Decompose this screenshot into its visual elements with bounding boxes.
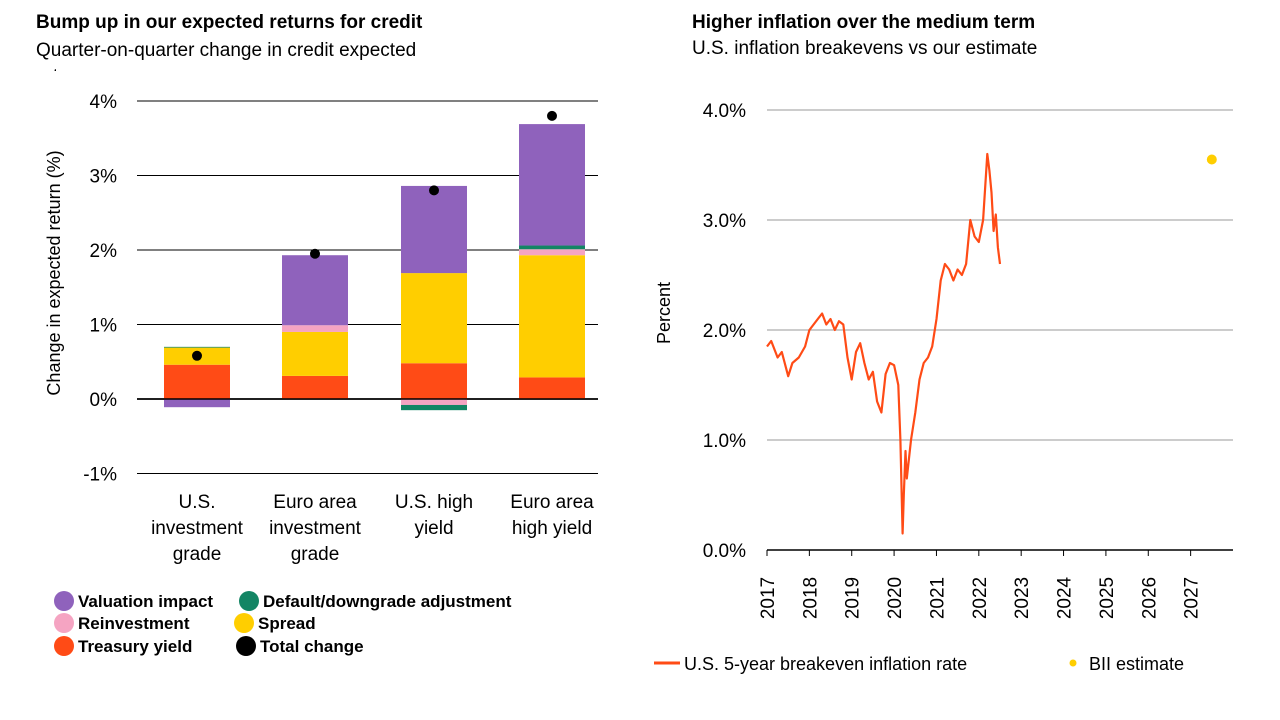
right-x-tick-label: 2025: [1097, 577, 1118, 619]
y-axis-title: Change in expected return (%): [44, 150, 64, 395]
legend-label-reinvestment: Reinvestment: [78, 614, 190, 633]
bar-segment-valuation: [164, 399, 230, 408]
bar-segment-default: [401, 404, 467, 411]
right-y-tick-label: 3.0%: [703, 211, 746, 232]
left-chart-title: Bump up in our expected returns for cred…: [36, 12, 423, 33]
total-change-dot: [429, 185, 439, 196]
legend-label-treasury: Treasury yield: [78, 637, 192, 656]
legend-label-breakeven: U.S. 5-year breakeven inflation rate: [684, 654, 967, 674]
breakeven-line: [766, 152, 1002, 535]
right-x-tick-label: 2023: [1012, 577, 1033, 619]
right-x-tick-label: 2018: [800, 577, 821, 619]
y-tick-label: -1%: [83, 465, 117, 486]
y-tick-label: 1%: [90, 316, 118, 337]
left-chart-subtitle: Quarter-on-quarter change in credit expe…: [36, 40, 417, 71]
legend-marker-bii: [1069, 659, 1077, 667]
x-category-label: U.S. high: [395, 492, 473, 513]
bar-segment-spread: [401, 273, 467, 364]
legend-marker-valuation: [54, 591, 74, 611]
y-tick-label: 4%: [90, 92, 118, 113]
legend-label-valuation: Valuation impact: [78, 592, 213, 611]
right-x-tick-label: 2017: [758, 577, 779, 619]
right-x-tick-label: 2021: [927, 577, 948, 619]
y-tick-label: 2%: [90, 241, 118, 262]
legend-label-spread: Spread: [258, 614, 316, 633]
right-y-tick-label: 2.0%: [703, 321, 746, 342]
right-chart-title: Higher inflation over the medium term: [692, 12, 1036, 33]
y-tick-label: 0%: [90, 390, 118, 411]
right-y-tick-label: 4.0%: [703, 101, 746, 122]
bii-estimate-dot: [1206, 154, 1217, 165]
bar-segment-reinvestment: [282, 325, 348, 332]
right-y-tick-label: 1.0%: [703, 431, 746, 452]
legend-marker-treasury: [54, 636, 74, 656]
total-change-dot: [310, 248, 320, 259]
bar-segment-default: [519, 245, 585, 250]
right-chart-subtitle: U.S. inflation breakevens vs our estimat…: [692, 38, 1038, 59]
right-x-tick-label: 2027: [1182, 577, 1203, 619]
legend-marker-spread: [234, 613, 254, 633]
bar-segment-reinvestment: [519, 249, 585, 256]
right-x-tick-label: 2026: [1139, 577, 1160, 619]
right-y-tick-label: 0.0%: [703, 541, 746, 562]
legend-marker-reinvestment: [54, 613, 74, 633]
x-category-label: investment: [269, 518, 362, 539]
bar-segment-valuation: [282, 255, 348, 326]
right-x-tick-label: 2019: [843, 577, 864, 619]
bar-segment-valuation: [519, 124, 585, 246]
x-category-label: Euro area: [273, 492, 357, 513]
legend-label-total: Total change: [260, 637, 364, 656]
bar-segment-treasury: [282, 375, 348, 399]
total-change-dot: [547, 110, 557, 121]
bar-segment-treasury: [519, 377, 585, 399]
x-category-label: U.S.: [179, 492, 216, 513]
right-x-tick-label: 2020: [885, 577, 906, 619]
x-category-label: grade: [291, 544, 340, 565]
legend-marker-total: [236, 636, 256, 656]
bar-segment-spread: [282, 331, 348, 376]
x-category-label: high yield: [512, 518, 592, 539]
legend-label-default: Default/downgrade adjustment: [263, 592, 512, 611]
right-x-tick-label: 2022: [970, 577, 991, 619]
right-x-tick-label: 2024: [1055, 576, 1076, 619]
total-change-dot: [192, 350, 202, 361]
bar-segment-valuation: [401, 185, 467, 274]
legend-label-bii: BII estimate: [1089, 654, 1184, 674]
bar-segment-default: [164, 346, 230, 348]
bar-segment-treasury: [164, 364, 230, 399]
x-category-label: grade: [173, 544, 222, 565]
right-y-axis-title: Percent: [654, 282, 674, 344]
bar-segment-spread: [519, 255, 585, 378]
x-category-label: investment: [151, 518, 244, 539]
x-category-label: Euro area: [510, 492, 594, 513]
y-tick-label: 3%: [90, 167, 118, 188]
x-category-label: yield: [414, 518, 453, 539]
left-chart-subtitle-clip: Quarter-on-quarter change in credit expe…: [36, 37, 596, 71]
bar-segment-treasury: [401, 363, 467, 399]
bar-segment-reinvestment: [401, 399, 467, 405]
legend-marker-default: [239, 591, 259, 611]
